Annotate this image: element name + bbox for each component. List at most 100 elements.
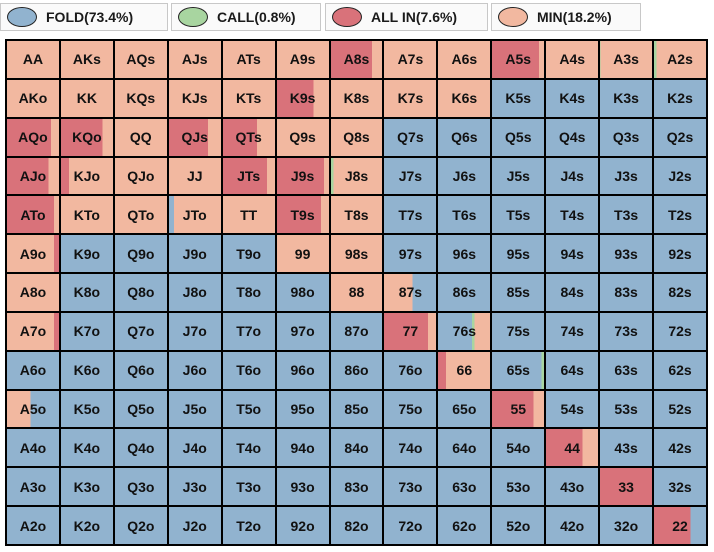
legend-item-min[interactable]: MIN(18.2%) <box>491 3 641 31</box>
hand-cell-85o[interactable]: 85o <box>329 389 384 429</box>
hand-cell-t2o[interactable]: T2o <box>221 506 276 545</box>
hand-cell-82o[interactable]: 82o <box>329 506 384 545</box>
hand-cell-82s[interactable]: 82s <box>653 273 707 312</box>
hand-cell-q2s[interactable]: Q2s <box>653 117 707 157</box>
hand-cell-77[interactable]: 77 <box>383 311 438 351</box>
hand-cell-q7s[interactable]: Q7s <box>383 117 438 157</box>
hand-cell-kto[interactable]: KTo <box>59 195 114 235</box>
hand-cell-k2o[interactable]: K2o <box>59 506 114 545</box>
hand-cell-k3o[interactable]: K3o <box>59 467 114 507</box>
hand-cell-76o[interactable]: 76o <box>383 350 438 390</box>
hand-cell-j4s[interactable]: J4s <box>545 156 600 196</box>
hand-cell-jto[interactable]: JTo <box>167 195 222 235</box>
hand-cell-q9s[interactable]: Q9s <box>275 117 330 157</box>
hand-cell-87o[interactable]: 87o <box>329 311 384 351</box>
hand-cell-62o[interactable]: 62o <box>437 506 492 545</box>
hand-cell-k4s[interactable]: K4s <box>545 78 600 118</box>
hand-cell-a8o[interactable]: A8o <box>6 273 60 312</box>
hand-cell-74o[interactable]: 74o <box>383 428 438 468</box>
hand-cell-k3s[interactable]: K3s <box>599 78 654 118</box>
hand-cell-42o[interactable]: 42o <box>545 506 600 545</box>
hand-cell-55[interactable]: 55 <box>491 389 546 429</box>
hand-cell-83o[interactable]: 83o <box>329 467 384 507</box>
hand-cell-j3o[interactable]: J3o <box>167 467 222 507</box>
hand-cell-j9o[interactable]: J9o <box>167 234 222 274</box>
hand-cell-86s[interactable]: 86s <box>437 273 492 312</box>
hand-cell-t6o[interactable]: T6o <box>221 350 276 390</box>
hand-cell-t4o[interactable]: T4o <box>221 428 276 468</box>
hand-cell-j2s[interactable]: J2s <box>653 156 707 196</box>
hand-cell-84o[interactable]: 84o <box>329 428 384 468</box>
hand-cell-q6o[interactable]: Q6o <box>113 350 168 390</box>
hand-cell-t3s[interactable]: T3s <box>599 195 654 235</box>
hand-cell-93o[interactable]: 93o <box>275 467 330 507</box>
hand-cell-j5o[interactable]: J5o <box>167 389 222 429</box>
hand-cell-q6s[interactable]: Q6s <box>437 117 492 157</box>
hand-cell-j5s[interactable]: J5s <box>491 156 546 196</box>
hand-cell-97o[interactable]: 97o <box>275 311 330 351</box>
hand-cell-a6o[interactable]: A6o <box>6 350 60 390</box>
hand-cell-j2o[interactable]: J2o <box>167 506 222 545</box>
hand-cell-44[interactable]: 44 <box>545 428 600 468</box>
hand-cell-q2o[interactable]: Q2o <box>113 506 168 545</box>
hand-cell-kqo[interactable]: KQo <box>59 117 114 157</box>
hand-cell-32o[interactable]: 32o <box>599 506 654 545</box>
hand-cell-54s[interactable]: 54s <box>545 389 600 429</box>
hand-cell-aqs[interactable]: AQs <box>113 40 168 79</box>
hand-cell-98s[interactable]: 98s <box>329 234 384 274</box>
hand-cell-92o[interactable]: 92o <box>275 506 330 545</box>
hand-cell-k5s[interactable]: K5s <box>491 78 546 118</box>
hand-cell-a3o[interactable]: A3o <box>6 467 60 507</box>
hand-cell-54o[interactable]: 54o <box>491 428 546 468</box>
hand-cell-a8s[interactable]: A8s <box>329 40 384 79</box>
hand-cell-52s[interactable]: 52s <box>653 389 707 429</box>
hand-cell-95o[interactable]: 95o <box>275 389 330 429</box>
hand-cell-j6o[interactable]: J6o <box>167 350 222 390</box>
hand-cell-a9s[interactable]: A9s <box>275 40 330 79</box>
hand-cell-94o[interactable]: 94o <box>275 428 330 468</box>
hand-cell-t8s[interactable]: T8s <box>329 195 384 235</box>
hand-cell-j7s[interactable]: J7s <box>383 156 438 196</box>
hand-cell-85s[interactable]: 85s <box>491 273 546 312</box>
hand-cell-93s[interactable]: 93s <box>599 234 654 274</box>
hand-cell-aks[interactable]: AKs <box>59 40 114 79</box>
hand-cell-jts[interactable]: JTs <box>221 156 276 196</box>
hand-cell-75o[interactable]: 75o <box>383 389 438 429</box>
hand-cell-a2s[interactable]: A2s <box>653 40 707 79</box>
hand-cell-76s[interactable]: 76s <box>437 311 492 351</box>
hand-cell-k6o[interactable]: K6o <box>59 350 114 390</box>
hand-cell-72o[interactable]: 72o <box>383 506 438 545</box>
hand-cell-kjo[interactable]: KJo <box>59 156 114 196</box>
hand-cell-33[interactable]: 33 <box>599 467 654 507</box>
hand-cell-ats[interactable]: ATs <box>221 40 276 79</box>
hand-cell-t3o[interactable]: T3o <box>221 467 276 507</box>
hand-cell-k7s[interactable]: K7s <box>383 78 438 118</box>
hand-cell-j7o[interactable]: J7o <box>167 311 222 351</box>
hand-cell-a4o[interactable]: A4o <box>6 428 60 468</box>
hand-cell-qjo[interactable]: QJo <box>113 156 168 196</box>
hand-cell-66[interactable]: 66 <box>437 350 492 390</box>
hand-cell-j4o[interactable]: J4o <box>167 428 222 468</box>
hand-cell-qjs[interactable]: QJs <box>167 117 222 157</box>
hand-cell-q5o[interactable]: Q5o <box>113 389 168 429</box>
hand-cell-72s[interactable]: 72s <box>653 311 707 351</box>
hand-cell-kqs[interactable]: KQs <box>113 78 168 118</box>
hand-cell-86o[interactable]: 86o <box>329 350 384 390</box>
hand-cell-98o[interactable]: 98o <box>275 273 330 312</box>
hand-cell-a4s[interactable]: A4s <box>545 40 600 79</box>
hand-cell-aa[interactable]: AA <box>6 40 60 79</box>
hand-cell-t9o[interactable]: T9o <box>221 234 276 274</box>
hand-cell-a7s[interactable]: A7s <box>383 40 438 79</box>
hand-cell-k5o[interactable]: K5o <box>59 389 114 429</box>
hand-cell-t5s[interactable]: T5s <box>491 195 546 235</box>
hand-cell-a9o[interactable]: A9o <box>6 234 60 274</box>
hand-cell-k9s[interactable]: K9s <box>275 78 330 118</box>
hand-cell-j3s[interactable]: J3s <box>599 156 654 196</box>
hand-cell-99[interactable]: 99 <box>275 234 330 274</box>
hand-cell-65o[interactable]: 65o <box>437 389 492 429</box>
hand-cell-43s[interactable]: 43s <box>599 428 654 468</box>
hand-cell-63s[interactable]: 63s <box>599 350 654 390</box>
hand-cell-84s[interactable]: 84s <box>545 273 600 312</box>
hand-cell-73s[interactable]: 73s <box>599 311 654 351</box>
hand-cell-j8o[interactable]: J8o <box>167 273 222 312</box>
